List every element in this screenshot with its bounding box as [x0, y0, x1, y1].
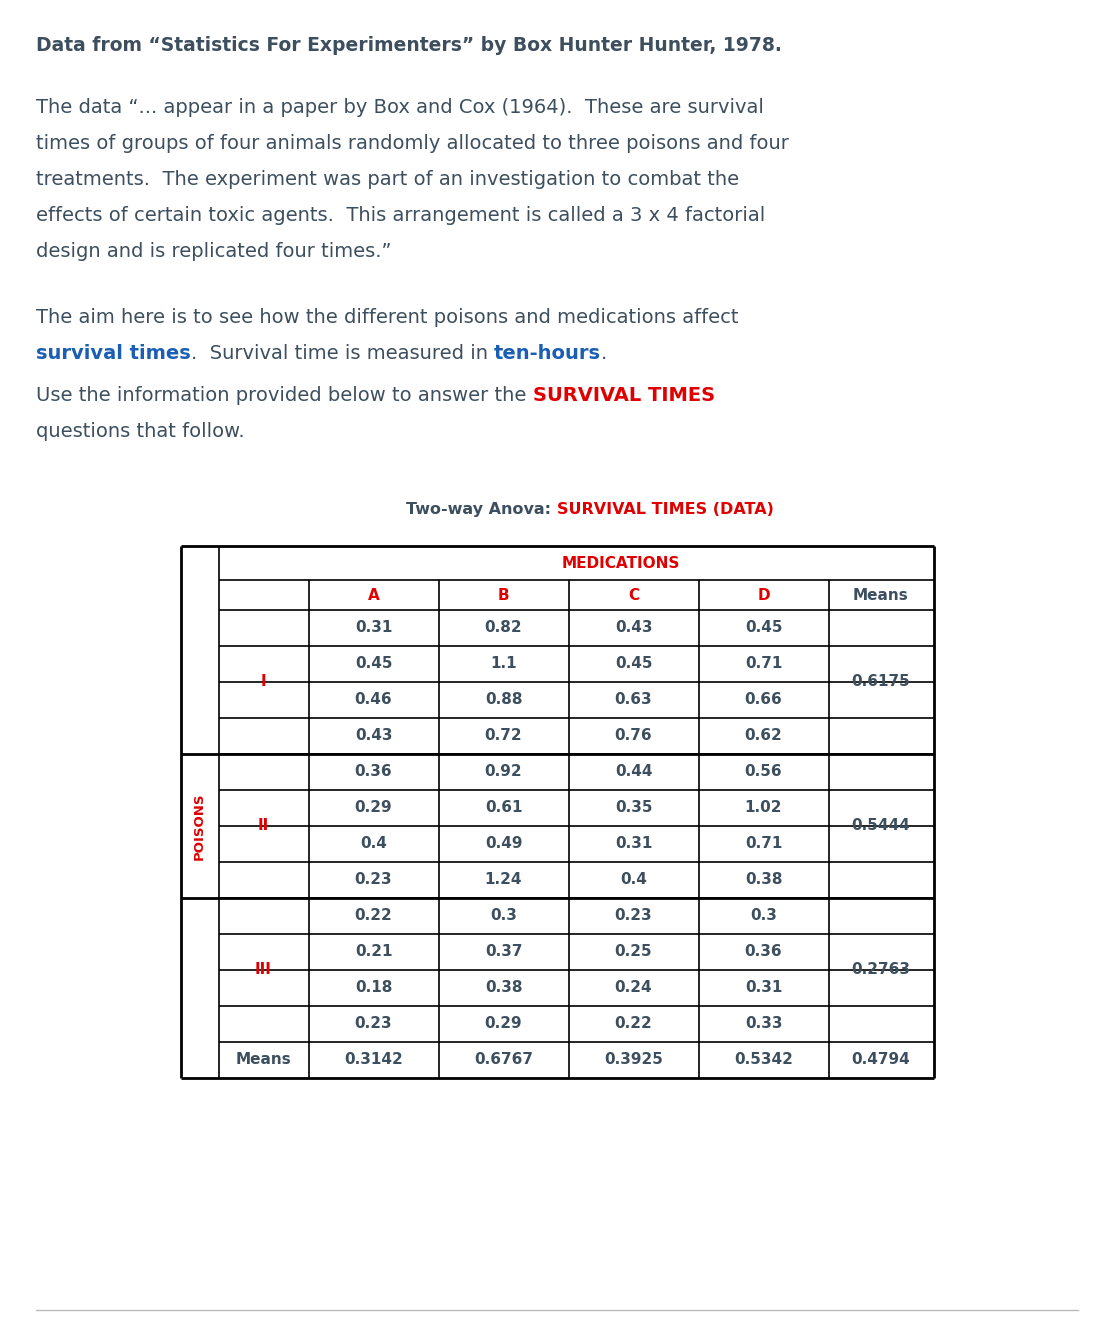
Text: 0.5342: 0.5342: [734, 1053, 793, 1067]
Text: 0.88: 0.88: [485, 692, 522, 707]
Text: 0.31: 0.31: [615, 836, 652, 851]
Text: .  Survival time is measured in: . Survival time is measured in: [190, 344, 494, 363]
Text: 0.31: 0.31: [745, 980, 782, 995]
Text: treatments.  The experiment was part of an investigation to combat the: treatments. The experiment was part of a…: [36, 169, 739, 189]
Text: 0.21: 0.21: [354, 944, 392, 959]
Text: SURVIVAL TIMES (DATA): SURVIVAL TIMES (DATA): [557, 502, 774, 518]
Text: 0.22: 0.22: [615, 1017, 653, 1031]
Text: 0.45: 0.45: [354, 656, 392, 671]
Text: A: A: [368, 587, 380, 603]
Text: 0.38: 0.38: [745, 872, 782, 887]
Text: 0.44: 0.44: [615, 764, 653, 779]
Text: 0.3142: 0.3142: [344, 1053, 403, 1067]
Text: 0.3: 0.3: [490, 908, 517, 923]
Text: times of groups of four animals randomly allocated to three poisons and four: times of groups of four animals randomly…: [36, 133, 789, 153]
Text: 0.61: 0.61: [485, 800, 522, 815]
Text: 0.29: 0.29: [354, 800, 392, 815]
Text: 0.92: 0.92: [485, 764, 522, 779]
Text: 1.1: 1.1: [490, 656, 517, 671]
Text: 0.23: 0.23: [354, 1017, 392, 1031]
Text: 0.6767: 0.6767: [473, 1053, 532, 1067]
Text: 0.36: 0.36: [354, 764, 392, 779]
Text: 0.63: 0.63: [615, 692, 653, 707]
Text: 0.23: 0.23: [354, 872, 392, 887]
Text: 0.82: 0.82: [485, 620, 522, 635]
Text: Means: Means: [236, 1053, 292, 1067]
Text: 0.4794: 0.4794: [851, 1053, 910, 1067]
Text: 0.45: 0.45: [615, 656, 653, 671]
Text: 0.25: 0.25: [615, 944, 653, 959]
Text: Data from “Statistics For Experimenters” by Box Hunter Hunter, 1978.: Data from “Statistics For Experimenters”…: [36, 36, 782, 55]
Text: 0.49: 0.49: [485, 836, 522, 851]
Text: 0.76: 0.76: [615, 728, 653, 743]
Text: 0.72: 0.72: [485, 728, 522, 743]
Text: B: B: [498, 587, 509, 603]
Text: 0.46: 0.46: [354, 692, 392, 707]
Text: 0.24: 0.24: [615, 980, 653, 995]
Text: 0.62: 0.62: [744, 728, 782, 743]
Text: 0.18: 0.18: [355, 980, 392, 995]
Text: 0.3: 0.3: [750, 908, 776, 923]
Text: design and is replicated four times.”: design and is replicated four times.”: [36, 241, 391, 261]
Text: Use the information provided below to answer the: Use the information provided below to an…: [36, 386, 532, 406]
Text: 0.23: 0.23: [615, 908, 653, 923]
Text: SURVIVAL TIMES: SURVIVAL TIMES: [532, 386, 715, 406]
Text: 0.5444: 0.5444: [851, 819, 910, 834]
Text: 0.71: 0.71: [745, 836, 782, 851]
Text: Means: Means: [853, 587, 909, 603]
Text: C: C: [628, 587, 639, 603]
Text: 0.38: 0.38: [485, 980, 522, 995]
Text: 1.24: 1.24: [485, 872, 522, 887]
Text: ten-hours: ten-hours: [494, 344, 600, 363]
Text: survival times: survival times: [36, 344, 190, 363]
Text: The data “... appear in a paper by Box and Cox (1964).  These are survival: The data “... appear in a paper by Box a…: [36, 97, 764, 117]
Text: 0.4: 0.4: [620, 872, 647, 887]
Text: 0.29: 0.29: [485, 1017, 522, 1031]
Text: 0.43: 0.43: [615, 620, 653, 635]
Text: 1.02: 1.02: [745, 800, 782, 815]
Text: 0.31: 0.31: [355, 620, 392, 635]
Text: 0.36: 0.36: [744, 944, 782, 959]
Text: 0.33: 0.33: [745, 1017, 782, 1031]
Text: I: I: [261, 675, 266, 690]
Text: .: .: [600, 344, 607, 363]
Text: 0.2763: 0.2763: [851, 963, 910, 978]
Text: 0.71: 0.71: [745, 656, 782, 671]
Text: Two-way Anova:: Two-way Anova:: [407, 502, 557, 518]
Text: 0.43: 0.43: [354, 728, 392, 743]
Text: The aim here is to see how the different poisons and medications affect: The aim here is to see how the different…: [36, 308, 739, 327]
Text: 0.35: 0.35: [615, 800, 653, 815]
Text: 0.6175: 0.6175: [851, 675, 910, 690]
Text: 0.22: 0.22: [354, 908, 392, 923]
Text: MEDICATIONS: MEDICATIONS: [561, 555, 681, 571]
Text: 0.37: 0.37: [485, 944, 522, 959]
Text: 0.3925: 0.3925: [604, 1053, 663, 1067]
Text: 0.4: 0.4: [360, 836, 387, 851]
Text: POISONS: POISONS: [193, 792, 206, 859]
Text: 0.45: 0.45: [745, 620, 782, 635]
Text: II: II: [257, 819, 270, 834]
Text: III: III: [255, 963, 272, 978]
Text: D: D: [758, 587, 770, 603]
Text: 0.56: 0.56: [744, 764, 782, 779]
Text: effects of certain toxic agents.  This arrangement is called a 3 x 4 factorial: effects of certain toxic agents. This ar…: [36, 205, 765, 225]
Text: 0.66: 0.66: [744, 692, 782, 707]
Text: questions that follow.: questions that follow.: [36, 422, 245, 442]
